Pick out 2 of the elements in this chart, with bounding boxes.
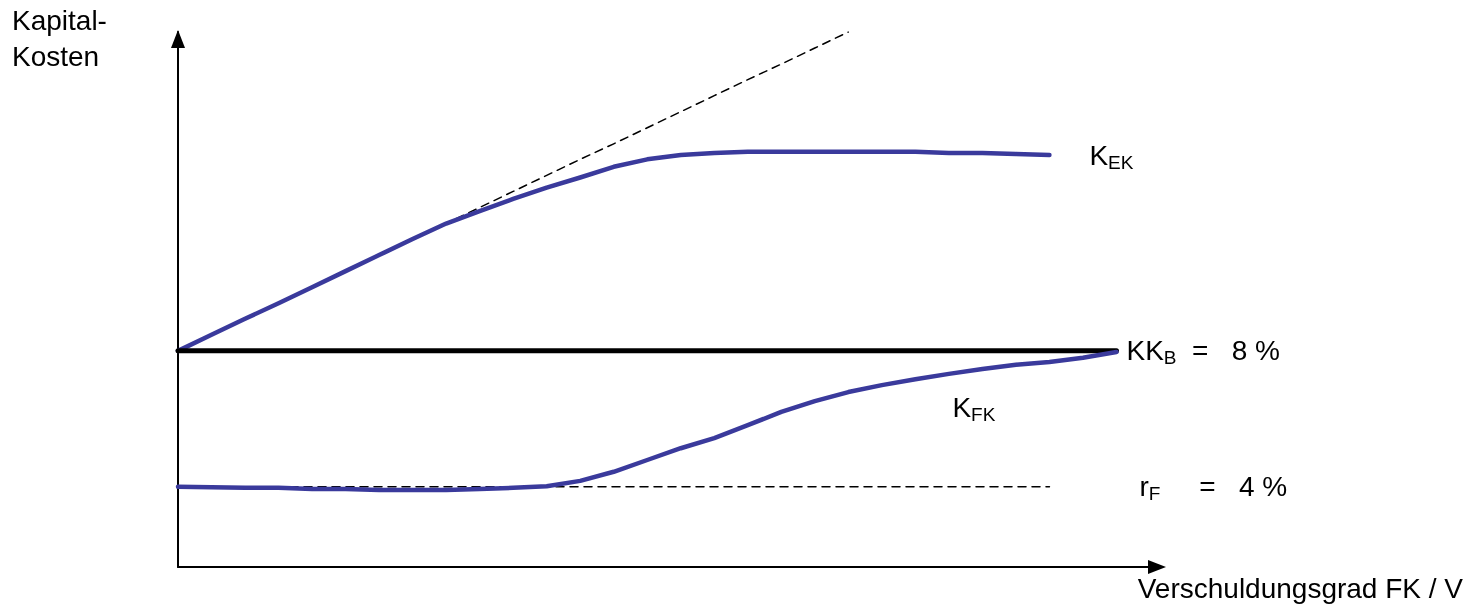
x-axis-title: Verschuldungsgrad FK / V <box>1137 572 1464 604</box>
y-axis-title: Kapital- Kosten <box>12 4 107 72</box>
